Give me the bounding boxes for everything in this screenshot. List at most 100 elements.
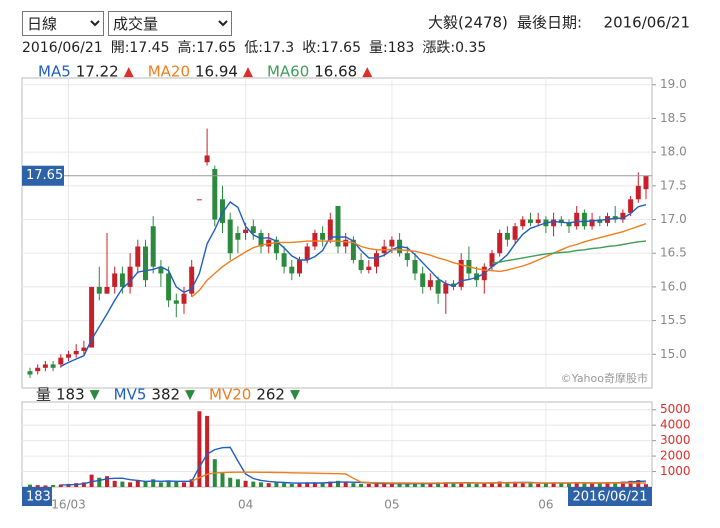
candle-body — [250, 226, 256, 233]
ma-line — [191, 222, 647, 298]
cursor-date-box — [568, 487, 652, 506]
candle-body — [320, 233, 326, 240]
volume-bar — [451, 483, 456, 487]
volume-bar — [320, 483, 325, 487]
candle-body — [412, 259, 418, 274]
legend-value: 262 — [256, 386, 285, 404]
ma-line — [60, 201, 647, 368]
volume-bar — [574, 482, 579, 487]
volume-bar — [143, 481, 148, 487]
mv-line — [60, 446, 647, 486]
last-date-label: 最後日期: — [517, 14, 582, 32]
candle-body — [166, 273, 172, 301]
volume-bar — [105, 476, 109, 487]
indicator-select[interactable]: 成交量 — [108, 11, 232, 36]
last-volume-label: 183 — [26, 490, 51, 505]
volume-bar — [112, 480, 117, 487]
ma-line — [491, 240, 647, 264]
candle-body — [451, 283, 456, 287]
volume-bar — [597, 483, 602, 487]
quote-item: 收:17.65 — [302, 40, 361, 56]
last-price-box — [22, 165, 64, 186]
quote-item: 高:17.65 — [178, 39, 237, 56]
legend-arrow: ▼ — [90, 388, 100, 403]
candle-body — [50, 364, 56, 368]
volume-bar — [289, 483, 294, 487]
candle-body — [204, 155, 210, 163]
volume-bar — [81, 482, 86, 487]
last-volume-box — [22, 487, 52, 506]
volume-bar — [536, 483, 541, 487]
legend-arrow: ▲ — [362, 65, 372, 80]
volume-bar — [89, 474, 94, 487]
volume-bar — [628, 480, 633, 487]
last-date: 2016/06/21 — [604, 14, 690, 32]
candle-body — [358, 259, 364, 271]
candle-body — [127, 266, 133, 287]
volume-bar — [436, 482, 441, 487]
candle-body — [643, 175, 649, 190]
legend-name: MV5 — [114, 386, 147, 404]
volume-bar — [305, 482, 310, 487]
candle-body — [104, 286, 110, 294]
legend-name: MA5 — [38, 63, 71, 81]
volume-bar — [259, 482, 263, 487]
candle-body — [528, 219, 533, 223]
volume-bar — [135, 480, 140, 487]
volume-bar — [551, 482, 556, 487]
candle-body — [35, 367, 41, 372]
candle-body — [512, 226, 518, 240]
candle-body — [42, 364, 48, 368]
legend-value: 16.94 — [195, 63, 238, 81]
volume-bar — [497, 481, 502, 487]
volume-bar — [243, 480, 248, 487]
candle-body — [281, 253, 287, 267]
cursor-date: 2016/06/21 — [573, 490, 648, 505]
y-tick-label: 18.0 — [660, 145, 687, 159]
candle-body — [235, 233, 241, 240]
candle-body — [81, 347, 87, 351]
y-tick-label: 2000 — [660, 449, 691, 463]
candle-body — [504, 233, 510, 240]
volume-bar — [613, 482, 618, 487]
candle-body — [635, 185, 641, 200]
candle-body — [520, 219, 526, 227]
candle-body — [173, 300, 179, 304]
legend-value: 17.22 — [76, 63, 119, 81]
legend-arrow: ▲ — [124, 65, 134, 80]
volume-bar — [297, 483, 302, 487]
price-panel — [21, 77, 653, 389]
quote-item: 開:17.45 — [111, 40, 170, 56]
legend-value: 16.68 — [314, 63, 357, 81]
volume-bar — [274, 482, 279, 487]
legend-value: 382 — [151, 386, 180, 404]
candle-body — [574, 212, 580, 227]
y-tick-label: 17.5 — [660, 178, 687, 192]
candle-body — [566, 222, 572, 227]
candle-body — [497, 233, 503, 254]
y-tick-label: 5000 — [660, 402, 691, 416]
volume-bar — [620, 481, 625, 487]
period-select[interactable]: 日線 — [22, 11, 104, 36]
volume-bar — [582, 483, 587, 487]
volume-bar — [567, 483, 571, 487]
volume-bar — [312, 482, 317, 487]
candle-body — [620, 212, 626, 220]
x-tick-label: 05 — [384, 498, 399, 512]
candle-body — [312, 233, 318, 247]
volume-bar — [366, 483, 371, 487]
volume-bar — [174, 481, 179, 487]
candle-body — [158, 266, 164, 274]
volume-bar — [228, 477, 233, 487]
volume-bar — [151, 479, 156, 487]
volume-bar — [374, 483, 379, 487]
candle-body — [135, 246, 141, 267]
volume-bar — [590, 483, 595, 487]
candle-body — [27, 371, 33, 375]
volume-bar — [336, 480, 340, 487]
legend-name: MV20 — [209, 386, 251, 404]
volume-bar — [282, 483, 287, 487]
candle-body — [227, 219, 233, 254]
candle-body — [489, 253, 495, 267]
